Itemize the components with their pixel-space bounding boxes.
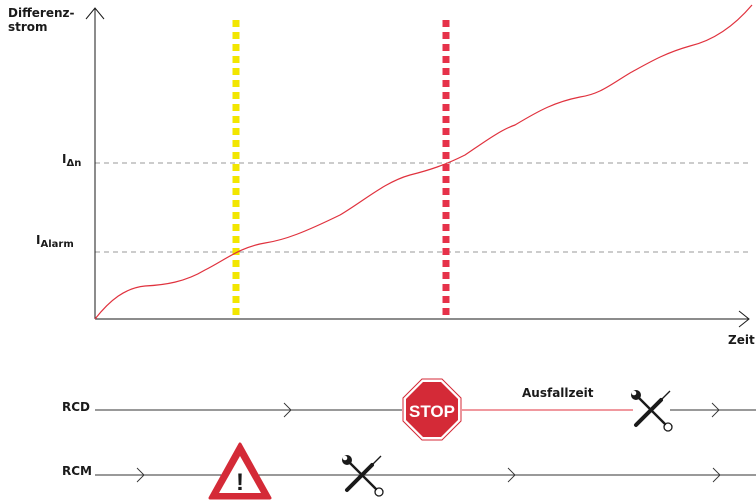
y-axis-arrow bbox=[85, 7, 105, 20]
rated-residual-subscript: Δn bbox=[66, 158, 82, 169]
rated-residual-current-label: IΔn bbox=[62, 152, 81, 171]
rcm-label: RCM bbox=[62, 464, 92, 478]
x-axis-arrow bbox=[738, 310, 750, 328]
y-axis-label: Differenz- strom bbox=[8, 6, 75, 34]
wrench-screwdriver-icon bbox=[342, 455, 384, 497]
x-axis-label: Zeit bbox=[728, 333, 755, 347]
residual-current-curve bbox=[94, 4, 753, 320]
wrench-screwdriver-icon bbox=[631, 390, 673, 432]
rcm-chevron-3 bbox=[712, 467, 721, 483]
rcd-chevron-1 bbox=[283, 402, 292, 418]
rcd-label: RCD bbox=[62, 400, 91, 414]
alarm-symbol: I bbox=[36, 233, 41, 247]
rcm-chevron-1 bbox=[136, 467, 145, 483]
y-axis-label-text: Differenz- strom bbox=[8, 6, 75, 34]
rated-residual-symbol: I bbox=[62, 152, 67, 166]
warning-symbol: ! bbox=[236, 469, 244, 496]
warning-triangle-icon: ! bbox=[208, 442, 272, 500]
outage-time-label: Ausfallzeit bbox=[522, 386, 594, 400]
rcd-chevron-2 bbox=[711, 402, 720, 418]
stop-sign-text: STOP bbox=[409, 402, 455, 421]
alarm-current-label: IAlarm bbox=[36, 233, 74, 252]
stop-sign-icon: STOP bbox=[402, 378, 462, 441]
alarm-subscript: Alarm bbox=[40, 239, 74, 250]
rcm-chevron-2 bbox=[507, 467, 516, 483]
